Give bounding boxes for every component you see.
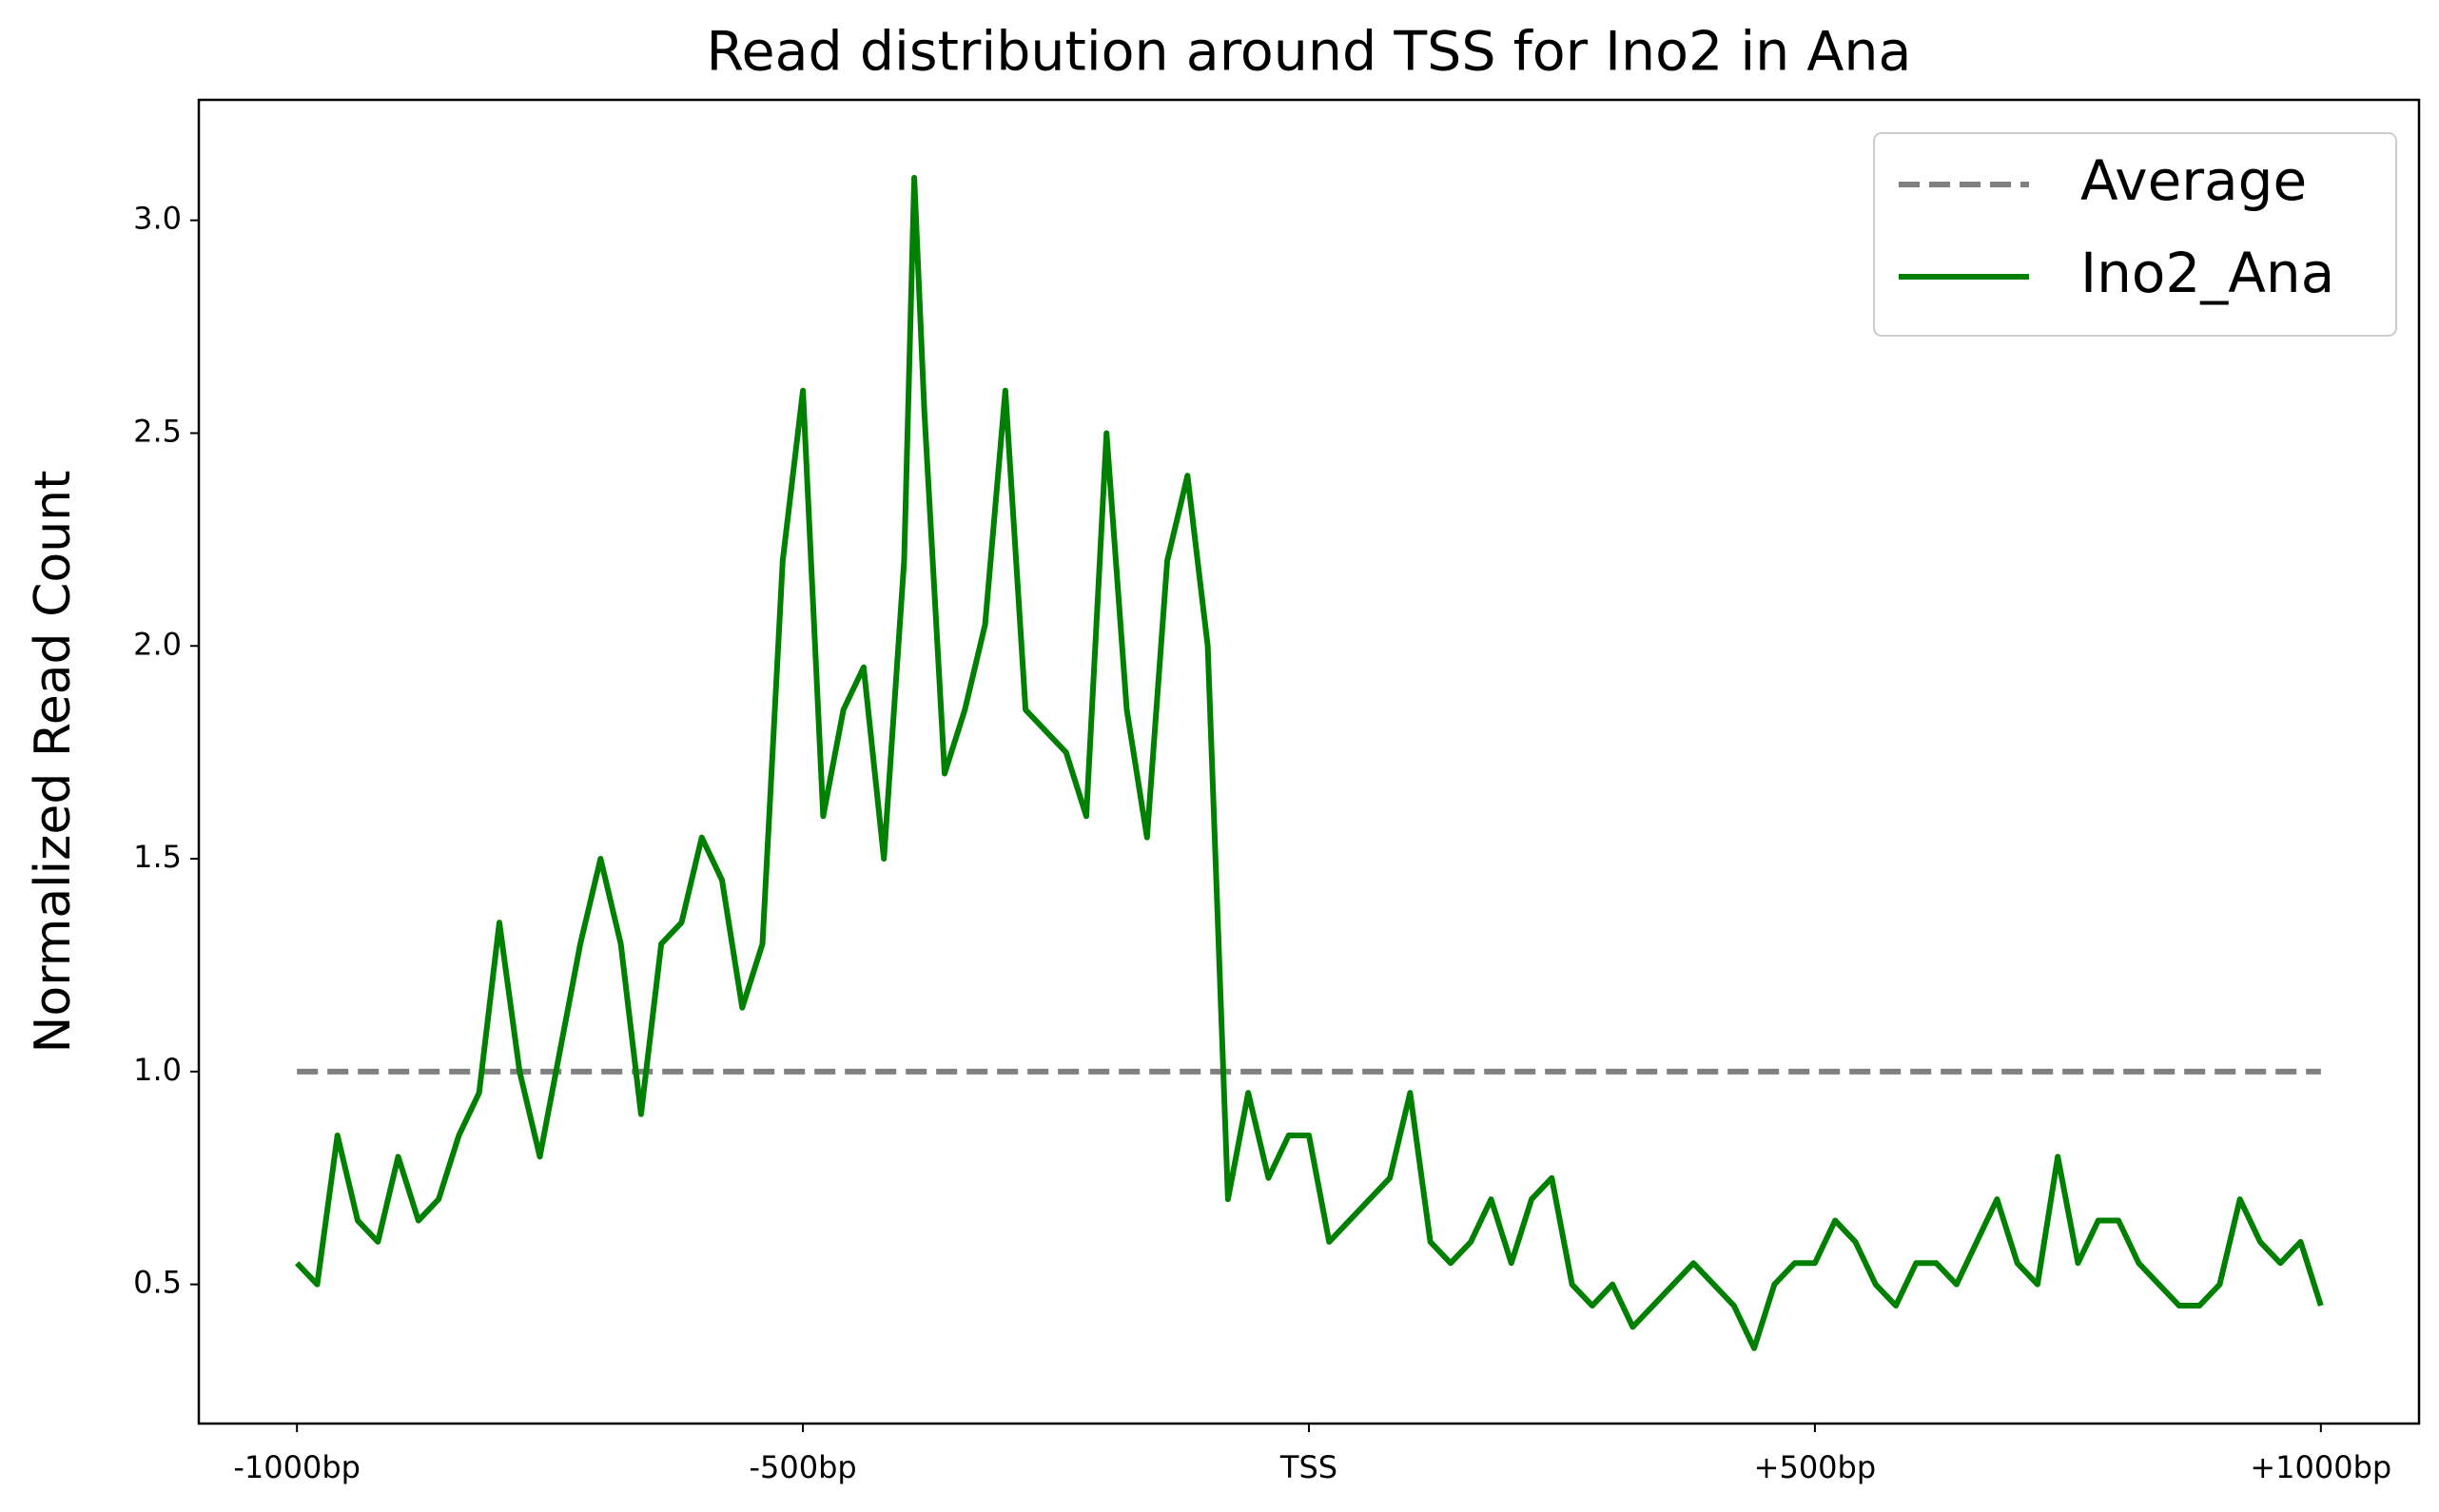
x-tick-label: +1000bp xyxy=(2250,1449,2391,1485)
x-tick-label: TSS xyxy=(1279,1449,1337,1485)
x-tick-label: +500bp xyxy=(1754,1449,1877,1485)
y-tick-label: 0.5 xyxy=(133,1265,182,1301)
legend-label: Average xyxy=(2080,148,2307,213)
x-tick-label: -1000bp xyxy=(233,1449,361,1485)
y-tick-label: 1.0 xyxy=(133,1052,182,1088)
y-axis-label: Normalized Read Count xyxy=(25,470,82,1053)
y-tick-label: 1.5 xyxy=(133,839,182,875)
plot-frame xyxy=(197,98,2421,1425)
y-tick-label: 3.0 xyxy=(133,201,182,237)
legend-label: Ino2_Ana xyxy=(2080,241,2334,305)
chart-title: Read distribution around TSS for Ino2 in… xyxy=(707,21,1912,84)
x-tick-label: -500bp xyxy=(749,1449,856,1485)
y-tick-label: 2.0 xyxy=(133,626,182,662)
y-tick-label: 2.5 xyxy=(133,413,182,449)
series-line xyxy=(295,174,2324,1351)
